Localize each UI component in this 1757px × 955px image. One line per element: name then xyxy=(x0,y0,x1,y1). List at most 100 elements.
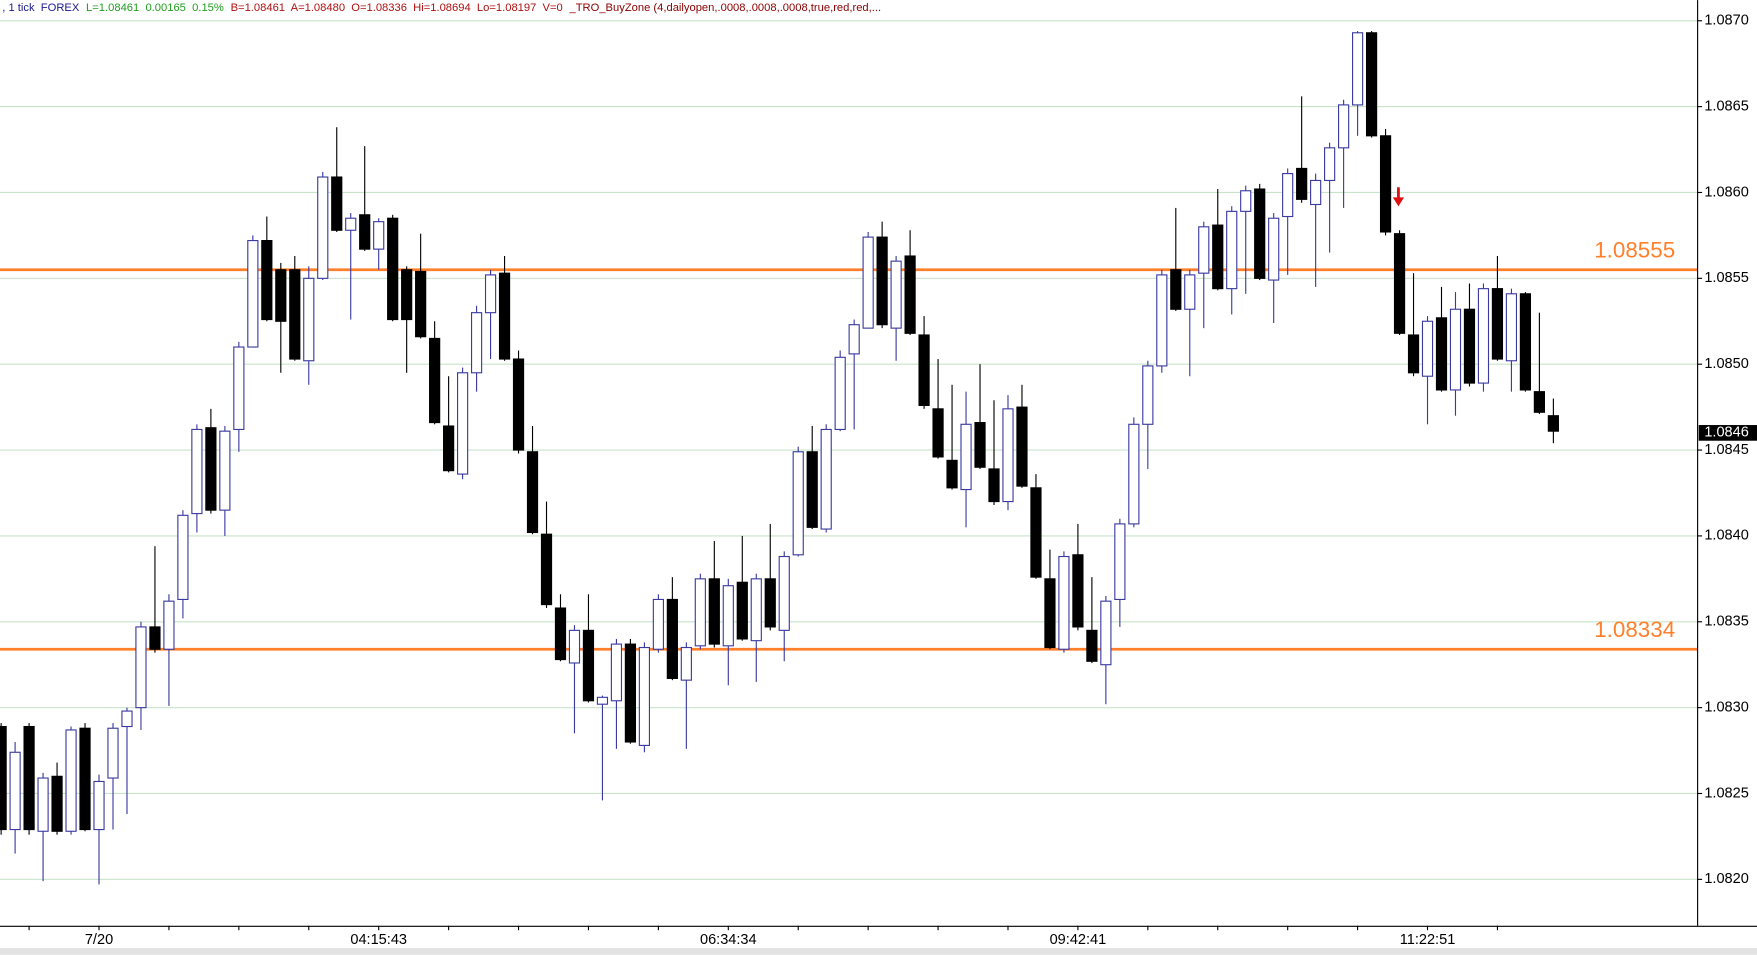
candle-body xyxy=(918,334,930,406)
x-tick-label: 04:15:43 xyxy=(350,932,407,948)
candle-body xyxy=(1142,365,1154,425)
candle-body xyxy=(1114,523,1126,601)
header-segment: , 1 tick FOREX xyxy=(2,2,80,14)
candle-body xyxy=(778,555,790,631)
candle-body xyxy=(51,775,63,832)
x-tick-label: 11:22:51 xyxy=(1400,932,1456,948)
candle-body xyxy=(596,696,609,705)
candle-body xyxy=(1463,308,1476,384)
candle-body xyxy=(387,217,399,321)
y-tick-label: 1.0850 xyxy=(1704,356,1749,372)
candle-body xyxy=(904,255,916,334)
y-tick-label: 1.0870 xyxy=(1704,13,1749,29)
candle-body xyxy=(1002,408,1014,503)
candle-body xyxy=(1365,32,1378,137)
candle-body xyxy=(792,451,804,556)
y-tick-label: 1.0820 xyxy=(1704,871,1749,887)
candle-body xyxy=(1296,167,1308,200)
candle-body xyxy=(834,356,846,431)
x-tick-label: 06:34:34 xyxy=(700,932,757,948)
last-price-label: 1.0846 xyxy=(1704,425,1749,441)
candle-body xyxy=(806,451,818,528)
candle-body xyxy=(1519,293,1532,391)
candle-body xyxy=(1351,32,1364,106)
candle-body xyxy=(1393,233,1406,334)
candle-body xyxy=(0,725,7,831)
level-label: 1.08555 xyxy=(1594,238,1675,263)
candle-body xyxy=(205,427,217,511)
x-tick-label: 09:42:41 xyxy=(1050,932,1107,948)
header: , 1 tick FOREX L=1.08461 0.00165 0.15% B=1… xyxy=(2,2,881,14)
scrollbar xyxy=(0,948,1757,955)
candle-body xyxy=(359,214,371,250)
candle-body xyxy=(1421,320,1434,377)
candle-body xyxy=(1477,288,1490,384)
candle-body xyxy=(429,337,441,424)
candle-body xyxy=(1212,224,1224,290)
candle-body xyxy=(275,269,287,322)
y-tick-label: 1.0825 xyxy=(1704,785,1749,801)
y-tick-label: 1.0830 xyxy=(1704,699,1749,715)
candle-body xyxy=(876,236,888,326)
candle-body xyxy=(1170,269,1182,310)
candle-body xyxy=(191,428,203,515)
candle-body xyxy=(848,324,860,355)
candle-body xyxy=(1310,179,1322,206)
y-tick-label: 1.0855 xyxy=(1704,270,1749,286)
header-segment: L=1.08461 0.00165 0.15% xyxy=(86,2,224,14)
candle-body xyxy=(1268,217,1280,281)
y-tick-label: 1.0835 xyxy=(1704,614,1749,630)
candle-body xyxy=(946,459,958,489)
candle-body xyxy=(135,626,147,709)
candle-body xyxy=(484,274,497,314)
candle-body xyxy=(820,428,832,530)
y-tick-label: 1.0840 xyxy=(1704,528,1749,544)
candle-body xyxy=(1128,423,1140,525)
candle-body xyxy=(1226,210,1238,290)
candle-body xyxy=(1086,629,1098,662)
candle-body xyxy=(1030,487,1042,578)
candle-body xyxy=(638,646,651,746)
candle-body xyxy=(345,217,357,231)
candle-body xyxy=(1016,406,1028,487)
y-tick-label: 1.0845 xyxy=(1704,442,1749,458)
candle-body xyxy=(1338,104,1350,149)
candle-body xyxy=(582,629,595,702)
candle-body xyxy=(23,725,35,831)
candle-body xyxy=(303,277,315,362)
candle-body xyxy=(568,629,581,664)
candle-body xyxy=(177,514,189,601)
candle-body xyxy=(93,780,105,831)
candle-body xyxy=(373,221,385,250)
candle-body xyxy=(163,600,175,650)
candle-body xyxy=(331,176,343,231)
candle-body xyxy=(37,777,49,832)
candle-body xyxy=(764,578,776,628)
candle-body xyxy=(498,272,511,360)
candle-body xyxy=(694,578,706,647)
candle-body xyxy=(289,269,301,360)
candle-body xyxy=(722,585,734,647)
candle-body xyxy=(666,598,678,679)
candle-body xyxy=(988,468,1000,503)
candle-body xyxy=(512,358,525,451)
candle-body xyxy=(960,423,972,491)
candle-body xyxy=(610,643,623,702)
candle-body xyxy=(862,236,874,329)
candle-body xyxy=(233,346,245,431)
candle-body xyxy=(1449,308,1462,391)
candle-body xyxy=(149,626,161,650)
candle-body xyxy=(736,581,748,640)
candle-body xyxy=(708,578,720,645)
candle-body xyxy=(65,729,77,832)
candle-body xyxy=(526,451,539,534)
candle-body xyxy=(540,533,553,606)
candle-body xyxy=(680,646,692,681)
candle-body xyxy=(79,727,91,831)
candle-body xyxy=(1407,334,1420,374)
candle-body xyxy=(1100,600,1112,666)
candle-body xyxy=(1072,554,1084,628)
candle-body xyxy=(1533,391,1545,413)
signal-arrow xyxy=(1392,187,1405,207)
